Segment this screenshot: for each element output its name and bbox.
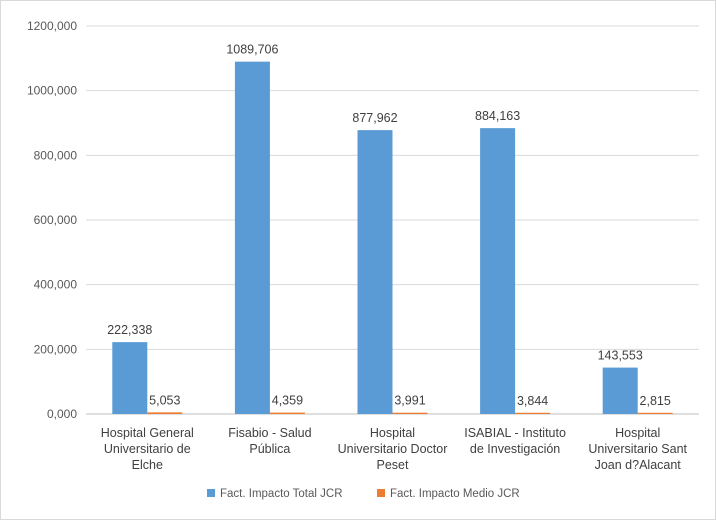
- x-category-label: Hospital Universitario Sant Joan d?Alacant: [588, 426, 687, 472]
- data-label-impacto-total: 1089,706: [226, 43, 278, 57]
- x-category-label-line: Fisabio - Salud: [228, 426, 311, 440]
- bar-impacto-medio: [392, 412, 428, 414]
- x-category-label: Hospital Universitario Doctor Peset: [338, 426, 448, 472]
- data-label-impacto-medio: 3,991: [394, 394, 425, 408]
- legend-label: Fact. Impacto Medio JCR: [390, 488, 520, 500]
- x-category-label-line: Pública: [249, 442, 290, 456]
- data-label-impacto-medio: 2,815: [640, 394, 671, 408]
- bar-impacto-medio: [147, 412, 183, 414]
- y-tick-label: 800,000: [34, 148, 78, 162]
- x-category-label-line: Peset: [377, 458, 409, 472]
- x-category-label-line: Hospital: [615, 426, 660, 440]
- y-tick-label: 1000,000: [27, 84, 77, 98]
- bar-impacto-total: [234, 61, 270, 414]
- data-labels: 222,338 5,053 1089,706 4,359 877,962 3,991 884…: [107, 43, 671, 408]
- x-category-label-line: Universitario Sant: [588, 442, 687, 456]
- x-category-label-line: Hospital: [370, 426, 415, 440]
- legend-label: Fact. Impacto Total JCR: [220, 488, 343, 500]
- x-category-label-line: ISABIAL - Instituto: [464, 426, 566, 440]
- y-tick-label: 400,000: [34, 278, 78, 292]
- bar-impacto-medio: [637, 412, 673, 414]
- x-category-label-line: Universitario de: [104, 442, 191, 456]
- data-label-impacto-medio: 5,053: [149, 393, 180, 407]
- x-category-label-line: de Investigación: [470, 442, 560, 456]
- data-label-impacto-total: 884,163: [475, 109, 520, 123]
- y-tick-label: 1200,000: [27, 19, 77, 33]
- x-axis-categories: Hospital General Universitario de Elche Fis…: [101, 426, 688, 472]
- bar-impacto-total: [480, 128, 516, 414]
- x-category-label: Fisabio - Salud Pública: [228, 426, 311, 456]
- y-tick-label: 600,000: [34, 213, 78, 227]
- data-label-impacto-total: 222,338: [107, 323, 152, 337]
- data-label-impacto-total: 143,553: [598, 349, 643, 363]
- y-tick-label: 0,000: [47, 407, 77, 421]
- bar-impacto-total: [112, 342, 148, 414]
- x-category-label: ISABIAL - Instituto de Investigación: [464, 426, 566, 456]
- x-category-label: Hospital General Universitario de Elche: [101, 426, 194, 472]
- bar-impacto-medio: [269, 412, 305, 414]
- y-tick-label: 200,000: [34, 342, 78, 356]
- bars: [112, 61, 673, 415]
- legend-swatch: [377, 489, 385, 497]
- legend: Fact. Impacto Total JCR Fact. Impacto Med…: [207, 488, 520, 500]
- x-category-label-line: Hospital General: [101, 426, 194, 440]
- legend-swatch: [207, 489, 215, 497]
- data-label-impacto-medio: 3,844: [517, 394, 548, 408]
- bar-impacto-total: [602, 367, 638, 414]
- data-label-impacto-total: 877,962: [352, 111, 397, 125]
- bar-impacto-medio: [515, 412, 551, 414]
- x-category-label-line: Universitario Doctor: [338, 442, 448, 456]
- y-axis-ticks: 0,000 200,000 400,000 600,000 800,000 1000,00…: [27, 19, 77, 421]
- x-category-label-line: Elche: [132, 458, 163, 472]
- data-label-impacto-medio: 4,359: [272, 394, 303, 408]
- x-category-label-line: Joan d?Alacant: [595, 458, 682, 472]
- bar-impacto-total: [357, 130, 393, 415]
